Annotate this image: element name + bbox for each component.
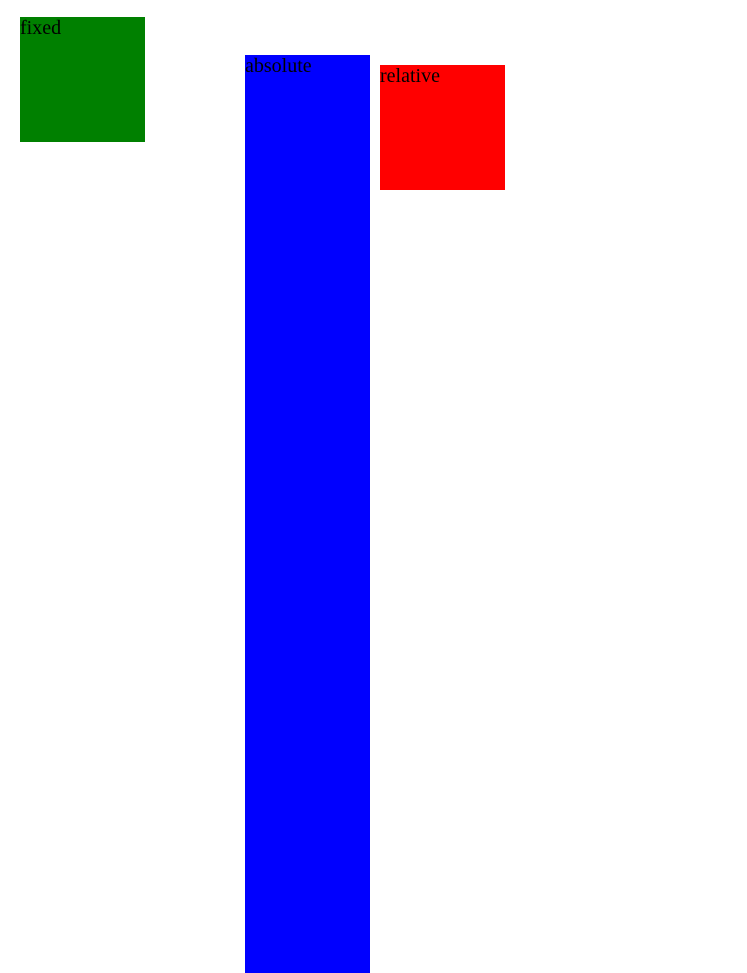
fixed-box: fixed: [20, 17, 145, 142]
relative-box-label: relative: [380, 65, 440, 87]
fixed-box-label: fixed: [20, 17, 62, 39]
absolute-box: absolute: [245, 55, 370, 973]
relative-box: relative: [380, 65, 505, 190]
absolute-box-label: absolute: [245, 55, 312, 77]
